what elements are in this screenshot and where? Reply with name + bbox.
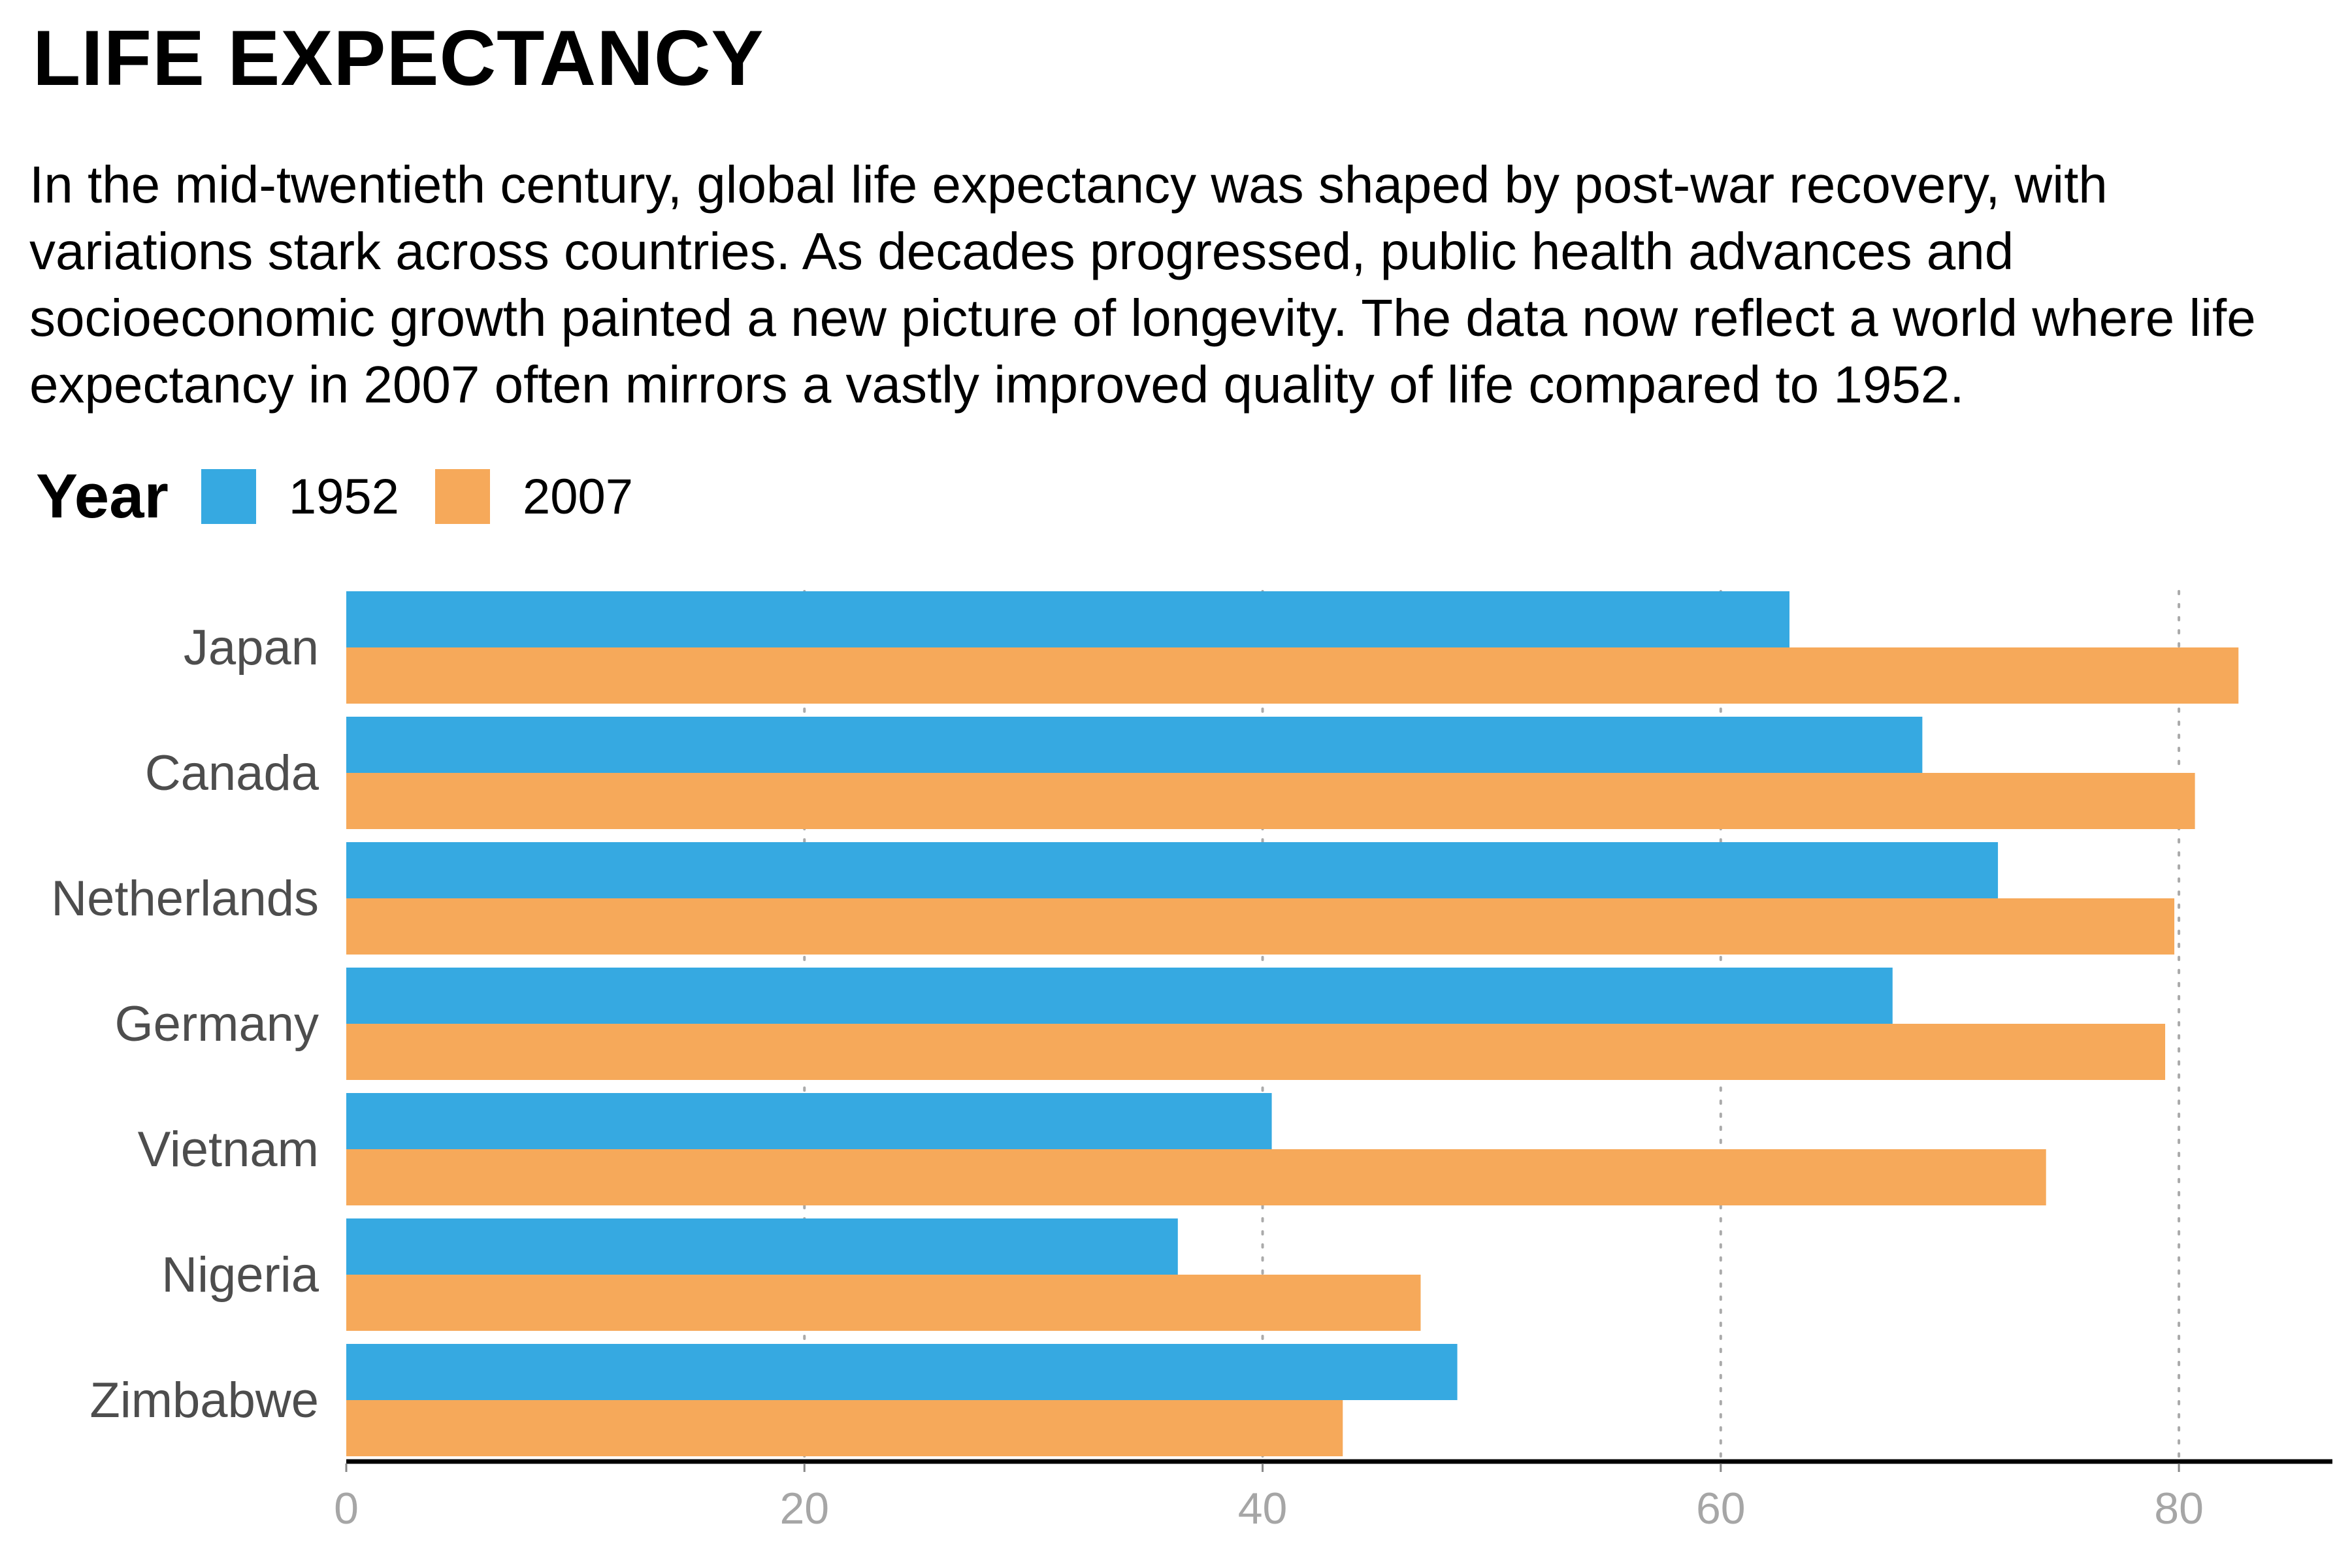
bar-canada-2007 — [346, 773, 2195, 829]
bar-germany-1952 — [346, 968, 1893, 1024]
tick-label-60: 60 — [1696, 1484, 1746, 1533]
category-label-japan: Japan — [184, 620, 319, 676]
legend-label-1952: 1952 — [288, 468, 399, 525]
bar-germany-2007 — [346, 1024, 2166, 1080]
category-label-zimbabwe: Zimbabwe — [90, 1373, 319, 1428]
tick-label-40: 40 — [1238, 1484, 1288, 1533]
bars — [346, 591, 2239, 1456]
x-tick-labels: 0 20 40 60 80 — [334, 1463, 2204, 1533]
bar-vietnam-2007 — [346, 1149, 2046, 1205]
category-label-germany: Germany — [114, 996, 319, 1052]
bar-canada-1952 — [346, 717, 1923, 773]
category-label-netherlands: Netherlands — [51, 871, 319, 926]
legend-item-1952: 1952 — [201, 468, 399, 525]
bar-japan-1952 — [346, 591, 1789, 647]
legend-swatch-1952 — [201, 469, 256, 524]
legend: Year 1952 2007 — [36, 457, 669, 536]
bar-zimbabwe-1952 — [346, 1344, 1458, 1400]
category-label-canada: Canada — [145, 745, 319, 801]
category-label-vietnam: Vietnam — [138, 1122, 319, 1177]
tick-label-20: 20 — [779, 1484, 829, 1533]
chart-title: LIFE EXPECTANCY — [33, 14, 764, 102]
bar-nigeria-1952 — [346, 1218, 1178, 1275]
legend-item-2007: 2007 — [434, 468, 634, 525]
bar-japan-2007 — [346, 647, 2239, 704]
bar-nigeria-2007 — [346, 1275, 1421, 1331]
bar-zimbabwe-2007 — [346, 1400, 1343, 1456]
category-labels: Japan Canada Netherlands Germany Vietnam Nige… — [51, 620, 319, 1428]
legend-swatch-2007 — [434, 469, 490, 524]
tick-label-80: 80 — [2154, 1484, 2204, 1533]
bar-netherlands-1952 — [346, 842, 1999, 898]
bar-netherlands-2007 — [346, 898, 2175, 955]
chart-subtitle: In the mid-twentieth century, global lif… — [29, 155, 2256, 414]
category-label-nigeria: Nigeria — [161, 1247, 319, 1303]
legend-title: Year — [36, 461, 169, 531]
legend-label-2007: 2007 — [522, 468, 634, 525]
tick-label-0: 0 — [334, 1484, 359, 1533]
bar-vietnam-1952 — [346, 1093, 1272, 1149]
